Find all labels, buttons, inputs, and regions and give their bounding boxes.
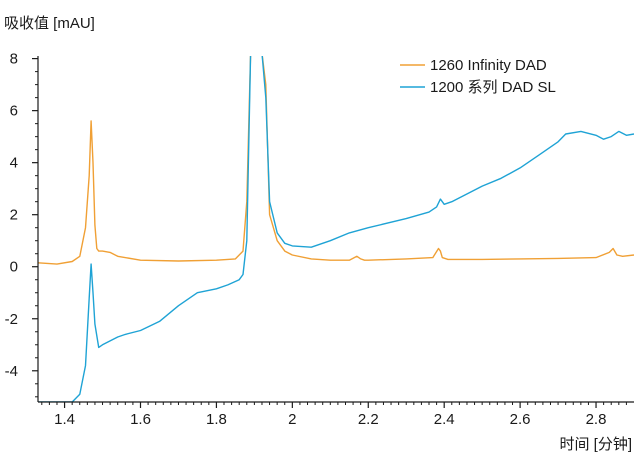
y-axis: 8 6 4 2 0 -2 -4 [5,51,38,398]
legend-label: 1260 Infinity DAD [430,57,547,74]
y-tick-label: 8 [10,51,18,68]
x-tick-label: 2.2 [358,411,379,428]
y-tick-label: 6 [10,103,18,120]
y-tick-label: 0 [10,259,18,276]
x-axis-title: 时间 [分钟] [559,436,632,453]
x-tick-label: 2.8 [586,411,607,428]
y-tick-label: -4 [5,363,18,380]
legend: 1260 Infinity DAD 1200 系列 DAD SL [400,57,556,96]
y-tick-label: 4 [10,155,18,172]
x-tick-label: 2 [288,411,296,428]
x-tick-label: 2.6 [510,411,531,428]
x-tick-label: 1.8 [206,411,227,428]
x-axis: 1.4 1.6 1.8 2 2.2 2.4 2.6 2.8 [41,402,627,428]
plot-area [38,56,634,402]
legend-label: 1200 系列 DAD SL [430,79,556,96]
series-line-2 [38,56,634,402]
y-tick-label: -2 [5,311,18,328]
x-tick-label: 2.4 [434,411,455,428]
y-tick-label: 2 [10,207,18,224]
x-tick-label: 1.4 [54,411,75,428]
y-axis-title: 吸收值 [mAU] [4,15,95,32]
x-tick-label: 1.6 [130,411,151,428]
